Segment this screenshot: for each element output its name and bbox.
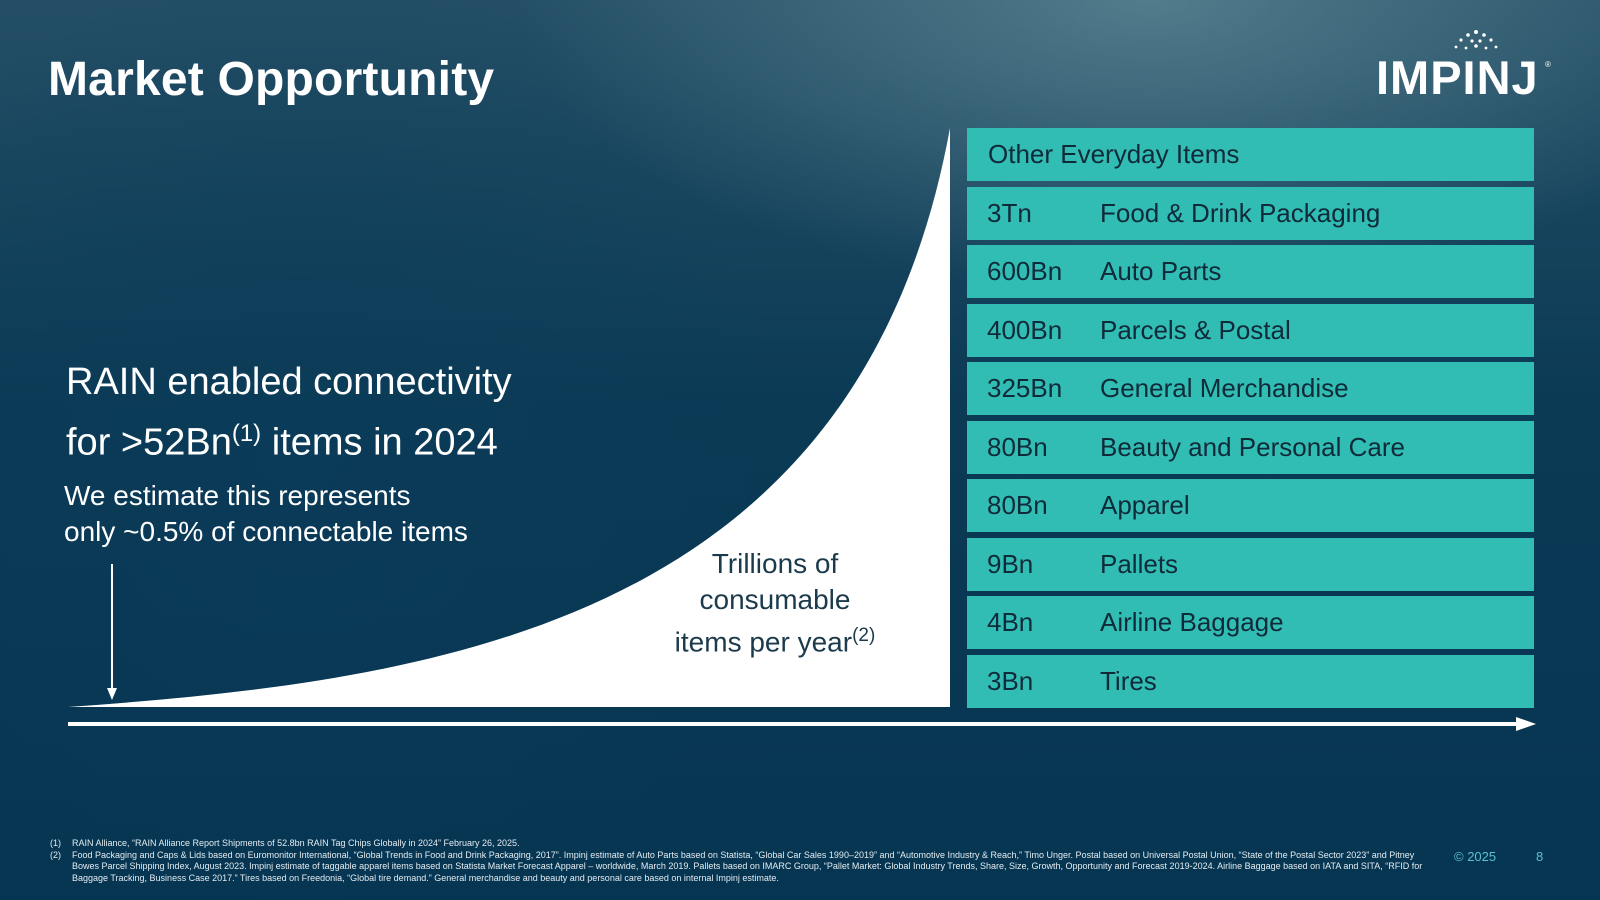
row-category: Parcels & Postal (1100, 314, 1291, 345)
footnote-2: (2) Food Packaging and Caps & Lids based … (50, 850, 1430, 885)
headline-line-1: RAIN enabled connectivity (66, 361, 512, 403)
table-row: 80Bn Apparel (967, 479, 1534, 532)
row-value: 400Bn (987, 314, 1063, 345)
row-value: 9Bn (987, 548, 1034, 579)
logo-registered-mark: ® (1545, 60, 1551, 69)
footnote-ref-1: (1) (231, 420, 262, 447)
row-category: Auto Parts (1100, 256, 1222, 286)
headline-line-2-post: items in 2024 (261, 421, 498, 464)
estimate-subtext: We estimate this represents only ~0.5% o… (64, 478, 468, 550)
impinj-logo: IMPINJ ® (1376, 28, 1556, 104)
subtext-line-2: only ~0.5% of connectable items (64, 516, 468, 547)
curve-label-line-3: items per year(2) (640, 618, 910, 660)
page-title: Market Opportunity (48, 53, 495, 106)
table-row: 3Bn Tires (967, 654, 1534, 708)
footnote-text: Food Packaging and Caps & Lids based on … (72, 849, 1423, 883)
headline-line-2: for >52Bn(1) items in 2024 (66, 408, 512, 469)
table-row: 600Bn Auto Parts (967, 245, 1534, 298)
footnotes: (1) RAIN Alliance, “RAIN Alliance Report … (50, 838, 1430, 884)
copyright: © 2025 (1454, 849, 1497, 864)
table-row: 9Bn Pallets (967, 537, 1534, 591)
row-category: Food & Drink Packaging (1100, 197, 1381, 228)
table-row: 400Bn Parcels & Postal (967, 303, 1534, 357)
footnote-text: RAIN Alliance, “RAIN Alliance Report Shi… (72, 838, 520, 848)
row-value: 80Bn (987, 431, 1048, 462)
footnote-number: (1) (50, 838, 61, 848)
row-value: 3Tn (987, 197, 1032, 228)
headline: RAIN enabled connectivity for >52Bn(1) i… (66, 356, 512, 469)
row-category: Tires (1100, 665, 1157, 696)
footnote-1: (1) RAIN Alliance, “RAIN Alliance Report … (50, 838, 1430, 850)
footnote-ref-2: (2) (852, 625, 876, 646)
logo-dots-icon (1454, 30, 1498, 50)
row-value: 600Bn (987, 256, 1063, 286)
curve-label-line-3-text: items per year (674, 626, 853, 658)
table-row: 80Bn Beauty and Personal Care (967, 420, 1534, 474)
page-number: 8 (1536, 849, 1544, 864)
curve-label-line-1: Trillions of (711, 548, 839, 579)
row-value: 4Bn (987, 607, 1034, 637)
headline-line-2-pre: for >52Bn (66, 421, 232, 464)
row-category: Airline Baggage (1100, 607, 1284, 637)
row-value: 80Bn (987, 490, 1048, 520)
pointer-arrowhead-icon (107, 688, 117, 700)
table-header: Other Everyday Items (967, 128, 1534, 181)
subtext-line-1: We estimate this represents (64, 480, 411, 511)
table-row: 4Bn Airline Baggage (967, 596, 1534, 649)
footnote-number: (2) (50, 849, 61, 860)
logo-text: IMPINJ (1376, 51, 1539, 104)
row-value: 3Bn (987, 665, 1034, 696)
growth-curve-area (68, 128, 950, 707)
row-category: General Merchandise (1100, 373, 1349, 403)
row-category: Beauty and Personal Care (1100, 431, 1405, 462)
curve-label-line-2: consumable (699, 584, 851, 615)
x-axis-arrowhead-icon (1516, 717, 1536, 731)
table-row: 325Bn General Merchandise (967, 362, 1534, 415)
table-row: 3Tn Food & Drink Packaging (967, 186, 1534, 240)
curve-label: Trillions of consumable items per year(2… (640, 546, 910, 660)
row-category: Apparel (1100, 490, 1190, 520)
row-value: 325Bn (987, 373, 1063, 403)
everyday-items-table: Other Everyday Items 3Tn Food & Drink Pac… (967, 128, 1534, 713)
row-category: Pallets (1100, 548, 1179, 579)
